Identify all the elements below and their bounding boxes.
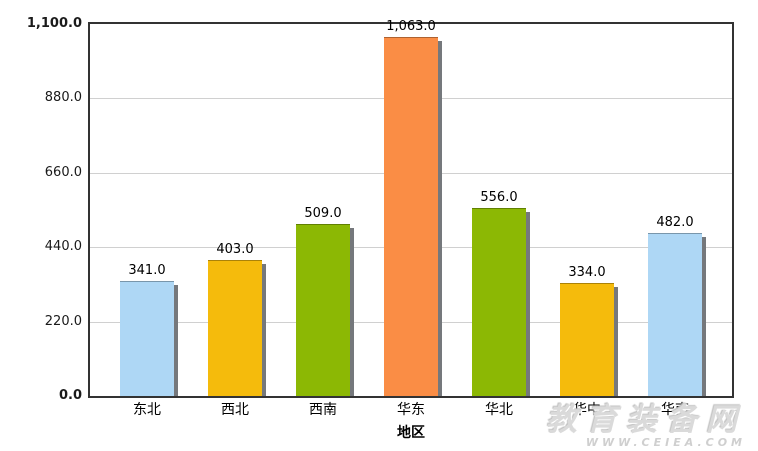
bar-value-label: 334.0 — [568, 265, 606, 281]
bar-华南 — [648, 233, 702, 396]
bar-shadow — [438, 40, 442, 396]
x-axis-label-华南: 华南 — [661, 402, 689, 418]
bar-华中 — [560, 283, 614, 396]
bar-value-label: 509.0 — [304, 205, 342, 221]
y-axis-label: 880.0 — [44, 90, 82, 106]
bar-东北 — [120, 280, 174, 396]
x-axis-label-西南: 西南 — [309, 402, 337, 418]
bar-华东 — [384, 36, 438, 396]
x-axis-label-华中: 华中 — [573, 402, 601, 418]
x-axis-label-华北: 华北 — [485, 402, 513, 418]
bar-西南 — [296, 223, 350, 396]
bar-华北 — [472, 207, 526, 396]
bar-shadow — [702, 237, 706, 396]
y-axis-label: 0.0 — [58, 388, 82, 403]
x-axis-title: 地区 — [397, 425, 425, 441]
bar-shadow — [174, 284, 178, 396]
x-axis-label-华东: 华东 — [397, 402, 425, 418]
bar-value-label: 341.0 — [128, 262, 166, 278]
y-axis-label: 220.0 — [44, 313, 82, 329]
bar-shadow — [262, 263, 266, 396]
y-axis-label: 440.0 — [44, 239, 82, 255]
bar-value-label: 482.0 — [656, 215, 694, 230]
bar-shadow — [350, 227, 354, 396]
x-axis-label-西北: 西北 — [221, 402, 249, 418]
plot-area: 341.0 403.0 509.0 1,063.0 556.0 334.0 482.0 — [88, 18, 734, 398]
bar-value-label: 403.0 — [216, 241, 254, 257]
bar-value-label: 1,063.0 — [386, 18, 436, 34]
bar-shadow — [614, 287, 618, 396]
bar-西北 — [208, 259, 262, 396]
x-axis-label-东北: 东北 — [133, 402, 161, 418]
watermark-url: WWW.CEIEA.COM — [585, 436, 746, 449]
bar-value-label: 556.0 — [480, 189, 518, 205]
y-axis-label: 1,100.0 — [26, 16, 82, 31]
y-axis-label: 660.0 — [44, 164, 82, 180]
bar-shadow — [526, 211, 530, 396]
